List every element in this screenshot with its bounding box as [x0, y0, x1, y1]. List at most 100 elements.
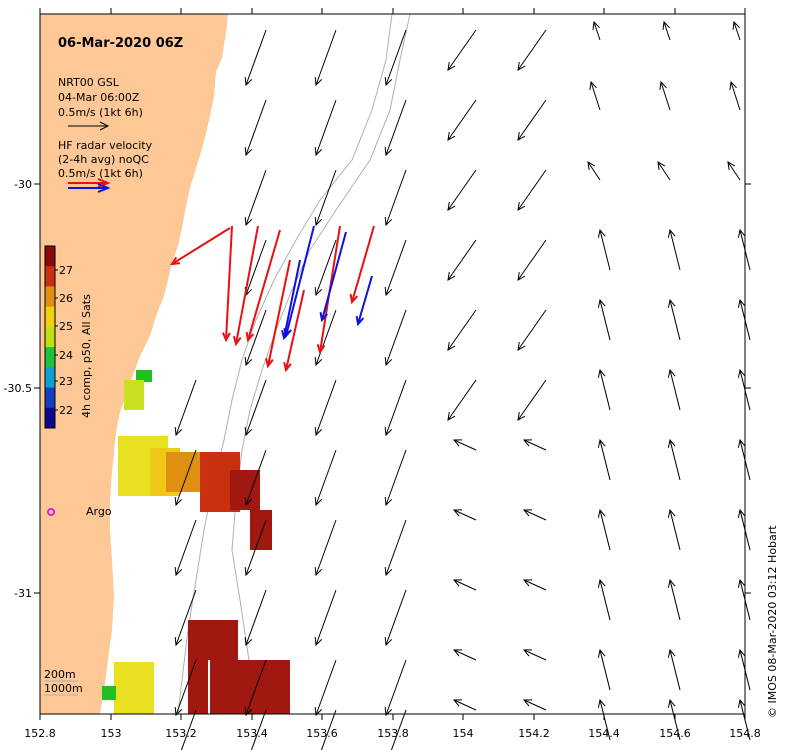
model-arrow — [727, 161, 741, 181]
model-arrow — [384, 239, 407, 297]
colorbar-tick-label: 23 — [59, 375, 73, 388]
model-arrow — [597, 438, 611, 481]
model-arrow — [244, 519, 267, 577]
model-arrow — [244, 379, 267, 437]
model-arrow — [597, 228, 611, 271]
model-arrow — [667, 438, 681, 481]
x-tick-label: 154.8 — [729, 727, 761, 740]
model-arrow — [320, 709, 337, 750]
model-arrow — [452, 579, 477, 591]
model-arrow — [517, 309, 547, 351]
model-arrow — [174, 379, 197, 437]
legend-model-name: NRT00 GSL — [58, 76, 120, 89]
colorbar-segment — [45, 326, 55, 348]
model-arrow — [384, 659, 407, 717]
argo-float-marker — [47, 508, 55, 516]
y-tick-label: -31 — [14, 587, 32, 600]
radar-arrow-blue — [319, 231, 347, 323]
colorbar-segment — [45, 286, 55, 308]
model-arrow — [384, 589, 407, 647]
model-arrow — [174, 589, 197, 647]
model-arrows — [174, 20, 751, 750]
credit-text: © IMOS 08-Mar-2020 03:12 Hobart — [766, 525, 779, 718]
model-arrow — [250, 709, 267, 750]
model-arrow — [597, 578, 611, 621]
model-arrow — [587, 161, 601, 181]
legend-radar-line1: HF radar velocity — [58, 139, 153, 152]
y-tick-label: -30 — [14, 178, 32, 191]
x-tick-label: 153.2 — [165, 727, 197, 740]
model-arrow — [174, 519, 197, 577]
model-arrow — [452, 439, 477, 451]
radar-arrow-red — [170, 227, 231, 266]
x-tick-label: 152.8 — [24, 727, 56, 740]
model-arrow — [314, 379, 337, 437]
x-tick-label: 154.6 — [659, 727, 691, 740]
model-arrow — [447, 309, 477, 351]
model-arrow — [522, 649, 547, 661]
radar-arrow-red — [245, 229, 281, 343]
model-arrow — [447, 29, 477, 71]
model-arrow — [659, 80, 671, 111]
colorbar-segment — [45, 246, 55, 267]
model-arrow — [447, 169, 477, 211]
model-arrow — [174, 449, 197, 507]
colorbar-tick-label: 27 — [59, 264, 73, 277]
x-tick-label: 154.2 — [518, 727, 550, 740]
radar-arrow-blue — [281, 259, 301, 341]
model-arrow — [517, 29, 547, 71]
model-arrow — [384, 519, 407, 577]
model-arrow — [657, 161, 671, 181]
model-arrow — [314, 99, 337, 157]
radar-arrow-blue — [355, 275, 373, 327]
colorbar-segment — [45, 387, 55, 409]
legend-model-time: 04-Mar 06:00Z — [58, 91, 140, 104]
model-arrow — [667, 298, 681, 341]
model-arrow — [314, 29, 337, 87]
radar-arrow-red — [265, 259, 291, 369]
model-arrow — [314, 449, 337, 507]
model-arrow — [452, 649, 477, 661]
model-arrow — [244, 169, 267, 227]
model-arrow — [452, 699, 477, 711]
colorbar-label: 4h comp, p50, All Sats — [80, 294, 93, 418]
legend-radar-scale: 0.5m/s (1kt 6h) — [58, 167, 143, 180]
model-arrow — [174, 659, 197, 717]
colorbar-tick-label: 25 — [59, 320, 73, 333]
colorbar-tick-label: 24 — [59, 349, 73, 362]
model-arrow — [314, 519, 337, 577]
model-arrow — [447, 99, 477, 141]
x-tick-label: 154.4 — [588, 727, 620, 740]
model-arrow — [517, 379, 547, 421]
model-arrow — [384, 309, 407, 367]
colorbar-frame — [44, 245, 56, 429]
model-arrow — [667, 648, 681, 691]
model-arrow — [667, 368, 681, 411]
model-arrow — [517, 99, 547, 141]
model-arrow — [667, 508, 681, 551]
model-arrow — [314, 309, 337, 367]
radar-arrow-red — [221, 225, 233, 343]
model-arrow — [244, 589, 267, 647]
sst-patches — [102, 370, 290, 714]
model-arrow — [592, 20, 601, 41]
radar-arrow-red — [232, 225, 259, 347]
model-arrow — [597, 648, 611, 691]
x-tick-label: 153.4 — [236, 727, 268, 740]
model-arrow — [522, 509, 547, 521]
model-arrow — [447, 379, 477, 421]
model-arrow — [180, 709, 197, 750]
map-title: 06-Mar-2020 06Z — [58, 36, 183, 51]
x-tick-label: 153 — [101, 727, 122, 740]
model-arrow — [384, 379, 407, 437]
model-arrow — [384, 29, 407, 87]
model-arrow — [597, 698, 611, 741]
y-tick-label: -30.5 — [4, 382, 32, 395]
model-arrow — [522, 579, 547, 591]
model-arrow — [314, 659, 337, 717]
model-arrow — [517, 169, 547, 211]
x-tick-label: 153.8 — [377, 727, 409, 740]
model-arrow — [597, 298, 611, 341]
colorbar-segment — [45, 407, 55, 429]
